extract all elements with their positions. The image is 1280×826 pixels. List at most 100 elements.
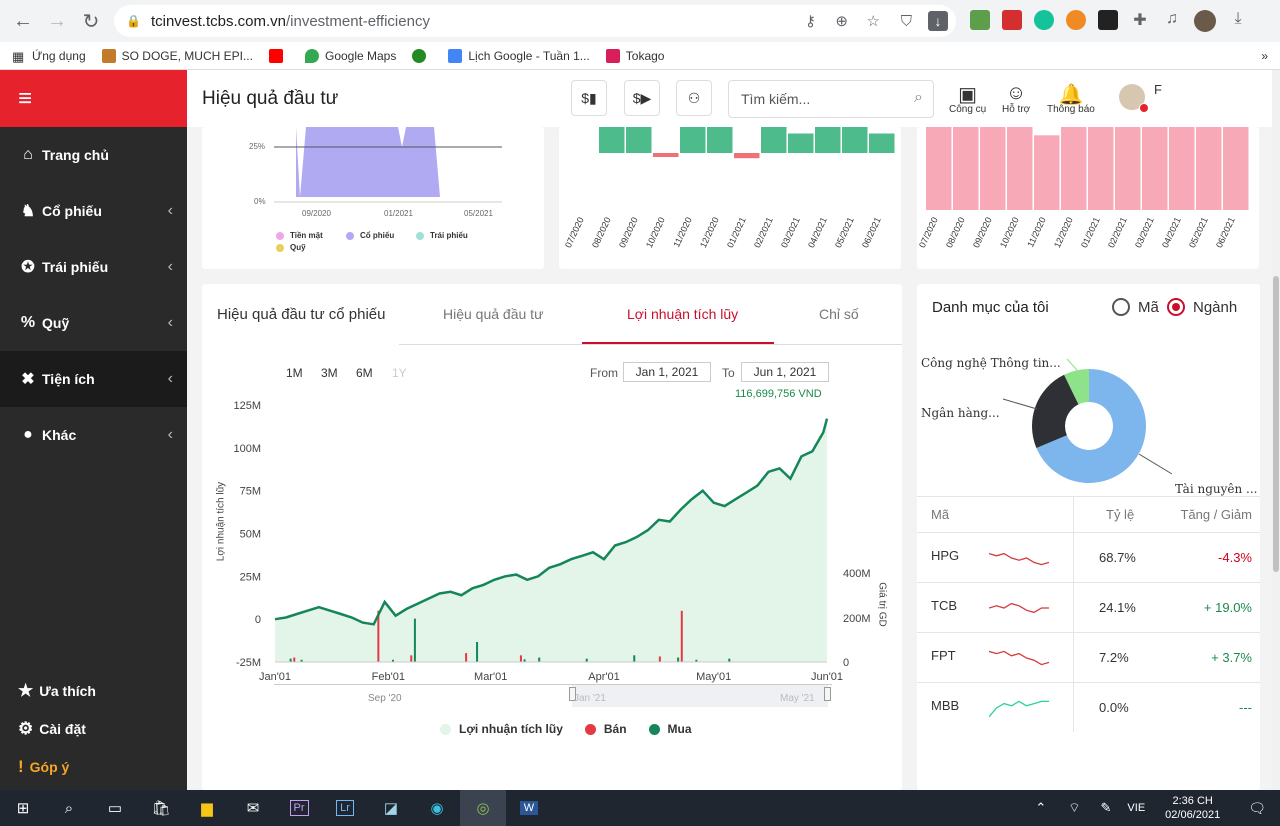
donut-slice[interactable] (1032, 374, 1079, 448)
chevron-left-icon[interactable]: ‹ (167, 426, 173, 443)
chevron-left-icon[interactable]: ‹ (167, 314, 173, 331)
shield-icon[interactable]: ⛉ (900, 12, 912, 30)
bookmark-item[interactable] (412, 48, 432, 63)
sidebar-item[interactable]: % Quỹ ‹ (0, 295, 187, 351)
legend-item[interactable]: Mua (648, 722, 692, 736)
stock-code[interactable]: MBB (931, 698, 960, 713)
language-indicator[interactable]: VIE (1127, 802, 1146, 814)
chevron-up-icon[interactable]: ⌃ (1035, 800, 1047, 815)
sidebar-bottom-item[interactable]: ! Góp ý (0, 748, 187, 786)
search-input[interactable]: Tìm kiếm... ⌕ (728, 80, 934, 118)
hamburger-icon[interactable]: ≡ (18, 84, 33, 112)
profile-icon[interactable] (1194, 10, 1216, 32)
network-button[interactable]: ⚇ (676, 80, 712, 116)
sidebar-item[interactable]: ✪ Trái phiếu ‹ (0, 239, 187, 295)
sidebar-bottom-item[interactable]: ⚙ Cài đặt (0, 710, 187, 748)
more-bookmarks-icon[interactable]: » (1261, 48, 1268, 63)
word-icon[interactable]: W (506, 790, 552, 826)
premiere-icon[interactable]: Pr (276, 790, 322, 826)
range-1m-button[interactable]: 1M (286, 366, 303, 380)
windows-start-icon[interactable]: ⊞ (16, 800, 30, 817)
download-icon[interactable]: ↓ (928, 11, 948, 31)
search-icon[interactable]: ⌕ (64, 799, 74, 817)
sidebar-item[interactable]: ● Khác ‹ (0, 407, 187, 463)
ext-red-icon[interactable] (1002, 10, 1022, 30)
bookmark-item[interactable]: Lịch Google - Tuần 1... (448, 48, 590, 63)
stock-chart-button[interactable]: $▮ (571, 80, 607, 116)
add-icon[interactable]: ⊕ (835, 13, 848, 30)
navigator-window[interactable] (572, 685, 828, 707)
navigator[interactable]: Sep '20 Jan '21 May '21 (274, 684, 832, 707)
tools-button[interactable]: ▣ Công cụ (949, 82, 986, 115)
key-icon[interactable]: ⚷ (805, 13, 816, 30)
col-ratio[interactable]: Tỷ lệ (1106, 507, 1135, 522)
notification-button[interactable]: 🔔 Thông báo (1047, 82, 1095, 115)
chevron-left-icon[interactable]: ‹ (167, 202, 173, 219)
range-3m-button[interactable]: 3M (321, 366, 338, 380)
to-date-input[interactable]: Jun 1, 2021 (741, 362, 829, 382)
sidebar-item[interactable]: ♞ Cổ phiếu ‹ (0, 183, 187, 239)
bookmark-item[interactable]: Tokago (605, 48, 664, 63)
mail-icon[interactable]: ✉ (246, 800, 260, 817)
legend-item[interactable]: Lợi nhuận tích lũy (440, 722, 563, 736)
search-icon[interactable]: ⌕ (914, 89, 923, 106)
forward-icon[interactable]: → (47, 9, 67, 32)
notification-center-icon[interactable]: 🗨 (1248, 799, 1266, 816)
store-icon[interactable]: 🛍 (151, 800, 171, 817)
donut-slice[interactable] (1064, 369, 1089, 405)
star-icon[interactable]: ☆ (866, 13, 880, 30)
col-code[interactable]: Mã (931, 507, 950, 522)
sticky-notes-icon[interactable]: ◪ (383, 800, 399, 817)
user-initial[interactable]: F (1154, 82, 1162, 97)
back-icon[interactable]: ← (13, 9, 33, 32)
tab-index[interactable]: Chỉ số (819, 306, 859, 322)
tab-investment-efficiency[interactable]: Hiệu quả đầu tư (443, 306, 544, 322)
task-view-icon[interactable]: ▭ (107, 800, 123, 817)
range-6m-button[interactable]: 6M (356, 366, 373, 380)
transfer-button[interactable]: $▶ (624, 80, 660, 116)
range-1y-button[interactable]: 1Y (392, 366, 407, 380)
ext-binance-icon[interactable] (1098, 10, 1118, 30)
table-row[interactable]: MBB 0.0% --- (917, 682, 1260, 732)
music-icon[interactable]: ♫ (1166, 10, 1178, 27)
table-row[interactable]: TCB 24.1% + 19.0% (917, 582, 1260, 632)
bookmark-item[interactable] (268, 48, 289, 63)
scrollbar-thumb[interactable] (1273, 276, 1279, 572)
bookmark-item[interactable]: ▦ Ứng dụng (12, 49, 86, 64)
tab-cumulative-profit[interactable]: Lợi nhuận tích lũy (627, 306, 739, 322)
legend-item[interactable]: Bán (584, 722, 627, 736)
table-row[interactable]: HPG 68.7% -4.3% (917, 532, 1260, 582)
grammarly-icon[interactable] (1034, 10, 1054, 30)
edge-icon[interactable]: ◉ (430, 800, 444, 817)
col-change[interactable]: Tăng / Giảm (1180, 507, 1252, 522)
sidebar-item[interactable]: ✖ Tiện ích ‹ (0, 351, 187, 407)
radio-code[interactable]: Mã (1112, 298, 1159, 316)
bookmark-item[interactable]: Google Maps (304, 48, 396, 63)
bookmark-item[interactable]: SO DOGE, MUCH EPI... (101, 48, 253, 63)
stock-code[interactable]: TCB (931, 598, 957, 613)
radio-sector[interactable]: Ngành (1167, 298, 1237, 316)
pen-icon[interactable]: ✎ (1100, 800, 1112, 815)
chrome-icon[interactable]: ◎ (460, 790, 506, 826)
puzzle-icon[interactable]: ✚ (1133, 12, 1147, 29)
address-bar[interactable]: 🔒 tcinvest.tcbs.com.vn/investment-effici… (114, 5, 956, 37)
chevron-left-icon[interactable]: ‹ (167, 370, 173, 387)
sidebar-bottom-item[interactable]: ★ Ưa thích (0, 672, 187, 710)
ext-orange-icon[interactable] (1066, 10, 1086, 30)
table-row[interactable]: FPT 7.2% + 3.7% (917, 632, 1260, 682)
stock-code[interactable]: FPT (931, 648, 956, 663)
reload-icon[interactable]: ↻ (82, 10, 100, 33)
ext-inbox-icon[interactable] (970, 10, 990, 30)
stock-code[interactable]: HPG (931, 548, 960, 563)
downloads-icon[interactable]: ⤓ (1234, 10, 1242, 27)
lightroom-icon[interactable]: Lr (322, 790, 368, 826)
navigator-handle-right[interactable] (824, 687, 831, 701)
sidebar-item[interactable]: ⌂ Trang chủ (0, 127, 187, 183)
support-button[interactable]: ☺ Hỗ trợ (1002, 82, 1030, 115)
from-date-input[interactable]: Jan 1, 2021 (623, 362, 711, 382)
donut-slice[interactable] (1036, 369, 1146, 483)
file-explorer-icon[interactable]: ▆ (201, 800, 213, 817)
navigator-handle-left[interactable] (569, 687, 576, 701)
chevron-left-icon[interactable]: ‹ (167, 258, 173, 275)
clock[interactable]: 2:36 CH 02/06/2021 (1165, 794, 1220, 822)
